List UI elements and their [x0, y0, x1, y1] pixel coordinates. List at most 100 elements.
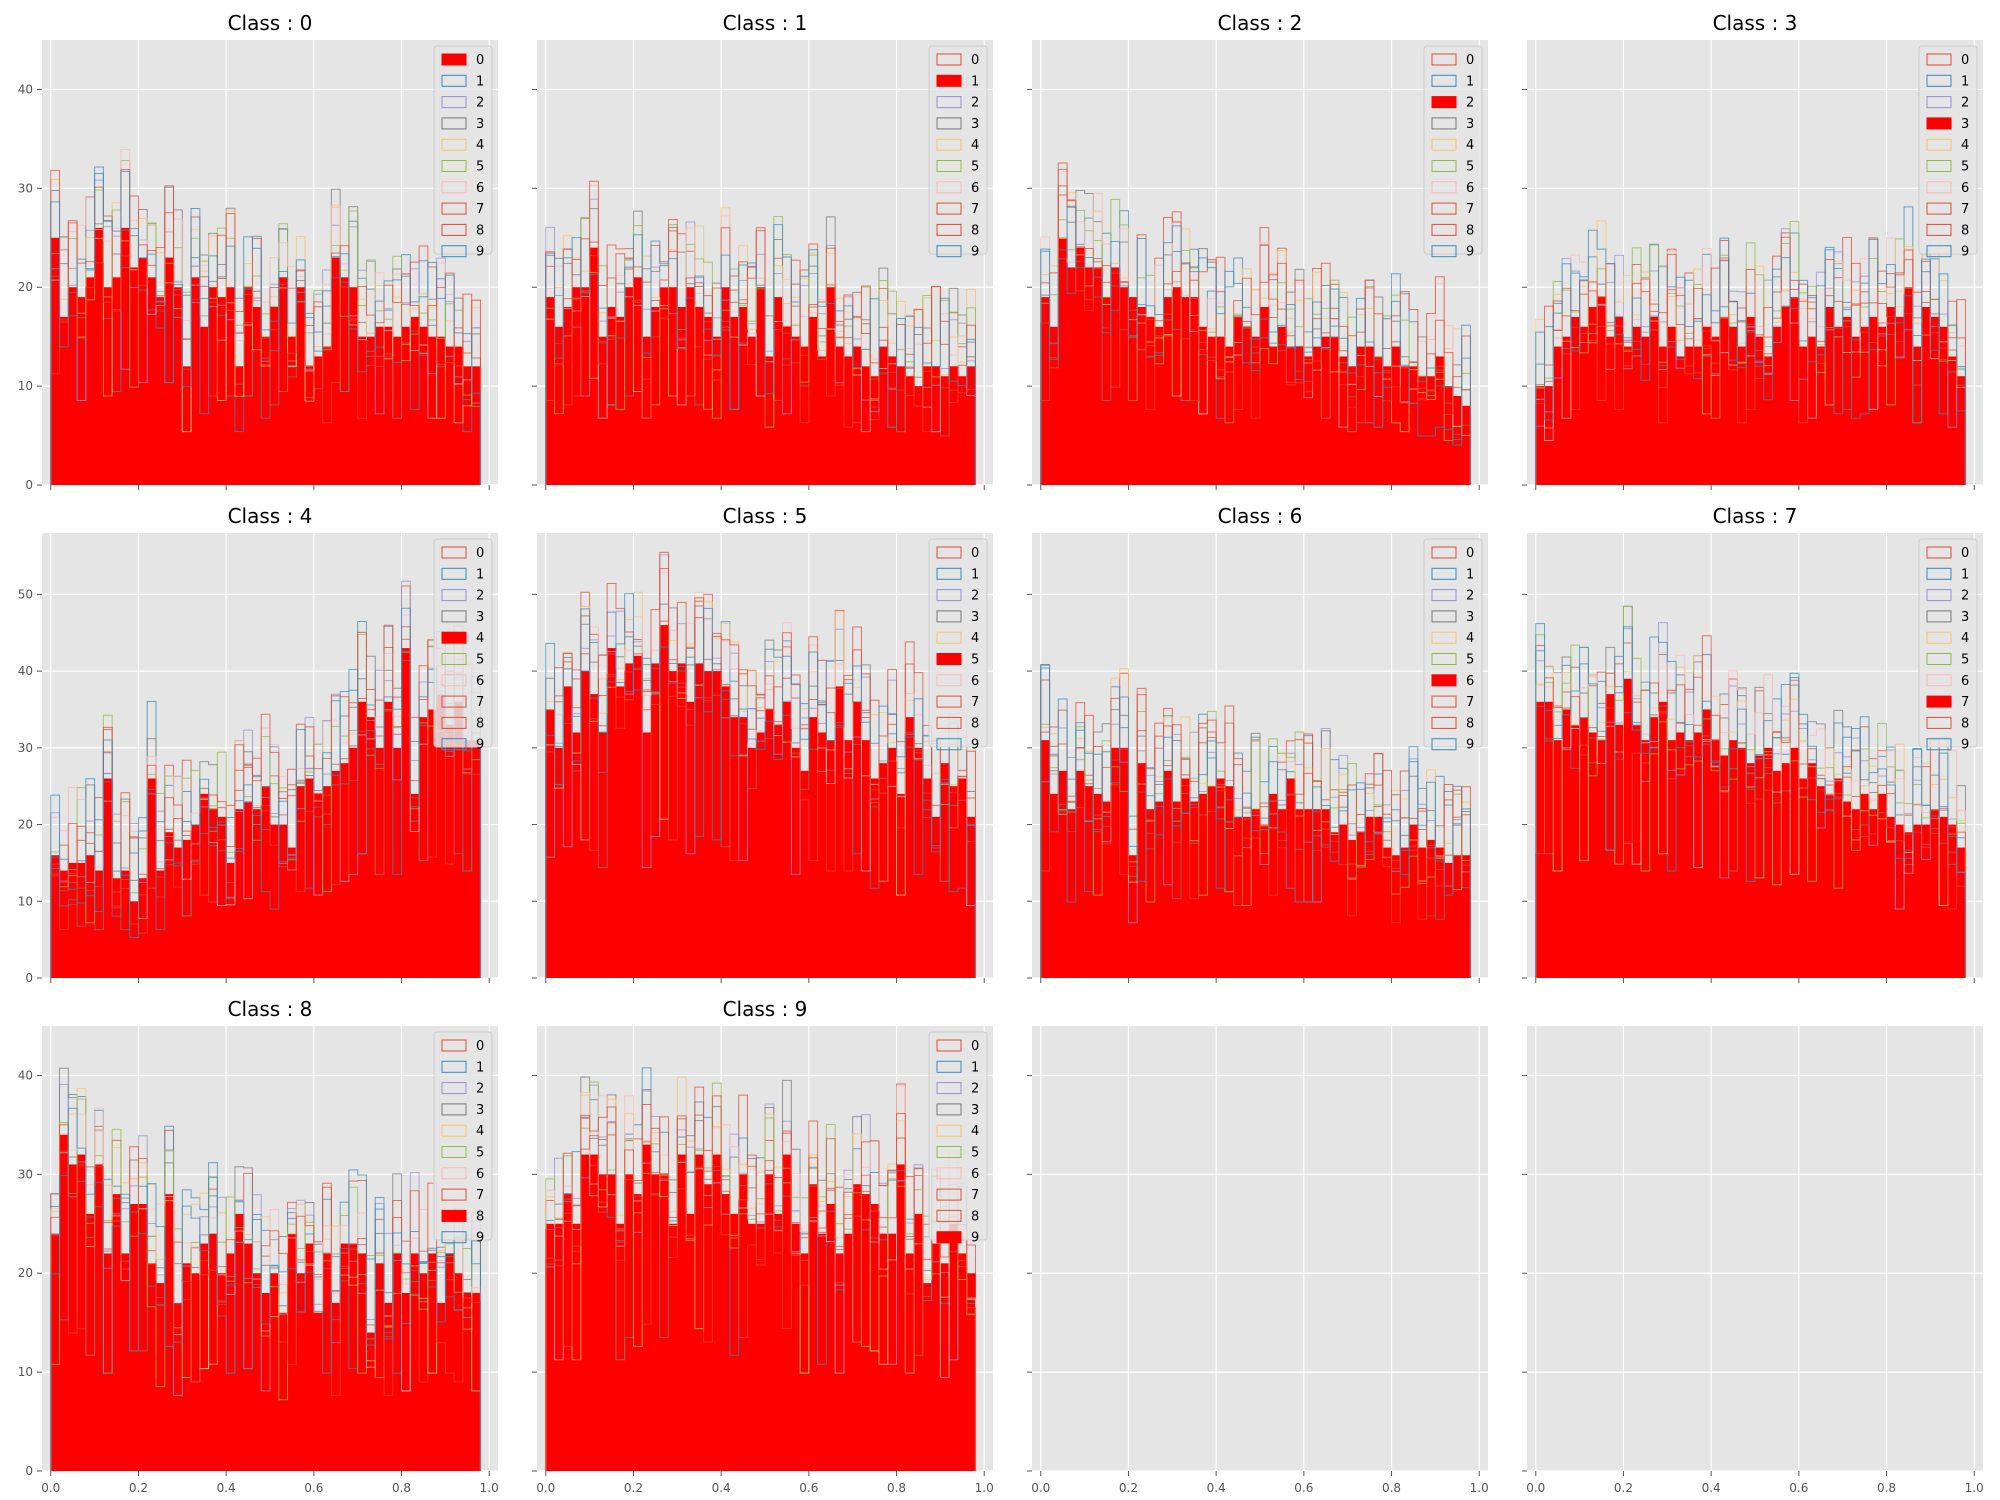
- histogram-bar: [1684, 346, 1695, 485]
- x-tick-label: 0.4: [1207, 1481, 1226, 1495]
- legend-swatch: [1431, 202, 1457, 215]
- histogram-bar: [545, 297, 556, 485]
- histogram-bar: [1597, 297, 1607, 485]
- histogram-bar: [905, 1253, 915, 1471]
- histogram-bar: [1084, 786, 1094, 978]
- histogram-bar: [1956, 376, 1967, 485]
- x-tick-label: 0.8: [1877, 1481, 1896, 1495]
- histogram-bar: [191, 824, 201, 978]
- histogram-bar: [659, 287, 670, 485]
- x-tick-label: 0.2: [1614, 1481, 1633, 1495]
- legend-swatch: [441, 738, 467, 751]
- histogram-bar: [50, 1233, 61, 1471]
- histogram-bar: [156, 1283, 166, 1471]
- histogram-bar: [401, 648, 411, 978]
- histogram-bar: [572, 287, 582, 485]
- histogram-bar: [808, 1184, 819, 1471]
- histogram-bar: [1093, 267, 1103, 485]
- histogram-bar: [957, 1253, 968, 1471]
- histogram-bar: [642, 336, 652, 485]
- histogram-bar: [340, 1243, 350, 1471]
- legend-label: 8: [476, 1209, 484, 1224]
- histogram-bar: [677, 307, 687, 485]
- histogram-bar: [826, 1204, 836, 1471]
- histogram-bar: [756, 287, 766, 485]
- histogram-bar: [1286, 346, 1296, 485]
- histogram-bar: [1356, 832, 1366, 978]
- histogram-bar: [445, 724, 455, 978]
- histogram-bar: [261, 1293, 271, 1471]
- legend-label: 5: [1466, 160, 1474, 175]
- histogram-bar: [1614, 724, 1625, 978]
- histogram-bar: [1110, 747, 1121, 978]
- histogram-bar: [471, 740, 482, 978]
- histogram-bar: [922, 366, 933, 485]
- histogram-bar: [694, 1154, 705, 1471]
- panel-0: 0 10 20 30 40 Class : 0 0 1 2 3 4 5 6 7 8 9: [18, 11, 498, 492]
- histogram-bar: [296, 287, 306, 485]
- legend-label: 0: [971, 546, 979, 561]
- legend-label: 5: [1466, 653, 1474, 668]
- histogram-bar: [914, 386, 924, 485]
- histogram-bar: [800, 1253, 810, 1471]
- histogram-bar: [1110, 267, 1121, 485]
- legend-swatch: [441, 223, 467, 236]
- histogram-bar: [1579, 326, 1589, 485]
- histogram-bar: [427, 336, 438, 485]
- histogram-bar: [1409, 366, 1419, 485]
- histogram-bar: [668, 671, 678, 978]
- histogram-bar: [427, 1253, 438, 1471]
- panel-title: Class : 2: [1218, 11, 1303, 35]
- histogram-bar: [1588, 307, 1598, 485]
- legend-label: 8: [971, 1209, 979, 1224]
- histogram-bar: [164, 832, 175, 978]
- histogram-bar: [1895, 824, 1905, 978]
- histogram-bar: [607, 1174, 617, 1471]
- legend-swatch: [441, 1103, 467, 1116]
- histogram-bar: [217, 1273, 227, 1471]
- x-tick-label: 1.0: [975, 1481, 994, 1495]
- legend-swatch: [1431, 245, 1457, 258]
- histogram-bar: [331, 1302, 341, 1471]
- legend-swatch: [1926, 117, 1952, 130]
- panel-title: Class : 8: [228, 997, 313, 1021]
- histogram-bar: [800, 346, 810, 485]
- legend-swatch: [936, 138, 962, 151]
- histogram-bar: [1260, 824, 1270, 978]
- legend-swatch: [936, 223, 962, 236]
- outline-histogram-9: [50, 607, 481, 978]
- histogram-bar: [129, 267, 140, 485]
- histogram-bar: [554, 326, 564, 485]
- legend-swatch: [441, 674, 467, 687]
- histogram-bar: [563, 307, 573, 485]
- histogram-bar: [147, 778, 157, 978]
- legend-label: 9: [1466, 738, 1474, 753]
- outline-histogram-9: [50, 166, 481, 485]
- histogram-bar: [1409, 824, 1419, 978]
- legend-swatch: [441, 53, 467, 66]
- legend-label: 6: [971, 674, 979, 689]
- legend-label: 8: [476, 223, 484, 238]
- outline-histogram-9: [1535, 229, 1966, 485]
- x-tick-label: 0.0: [41, 1481, 60, 1495]
- histogram-bar: [1711, 336, 1721, 485]
- histogram-bar: [454, 701, 464, 978]
- histogram-bar: [1886, 307, 1896, 485]
- histogram-bar: [852, 701, 863, 978]
- axes-background: [1527, 1026, 1983, 1471]
- histogram-bar: [1093, 793, 1103, 978]
- legend-label: 4: [1961, 138, 1969, 153]
- legend-swatch: [441, 716, 467, 729]
- histogram-bar: [156, 870, 166, 978]
- y-tick-label: 40: [18, 664, 33, 678]
- x-tick-label: 0.4: [1702, 1481, 1721, 1495]
- histogram-bar: [791, 747, 801, 978]
- legend-label: 2: [1961, 96, 1969, 111]
- histogram-bar: [1067, 809, 1077, 978]
- histogram-bar: [1605, 336, 1616, 485]
- legend-swatch: [441, 96, 467, 109]
- histogram-bar: [1667, 326, 1677, 485]
- histogram-bar: [1746, 316, 1756, 485]
- histogram-bar: [120, 1253, 131, 1471]
- legend-label: 3: [476, 1103, 484, 1118]
